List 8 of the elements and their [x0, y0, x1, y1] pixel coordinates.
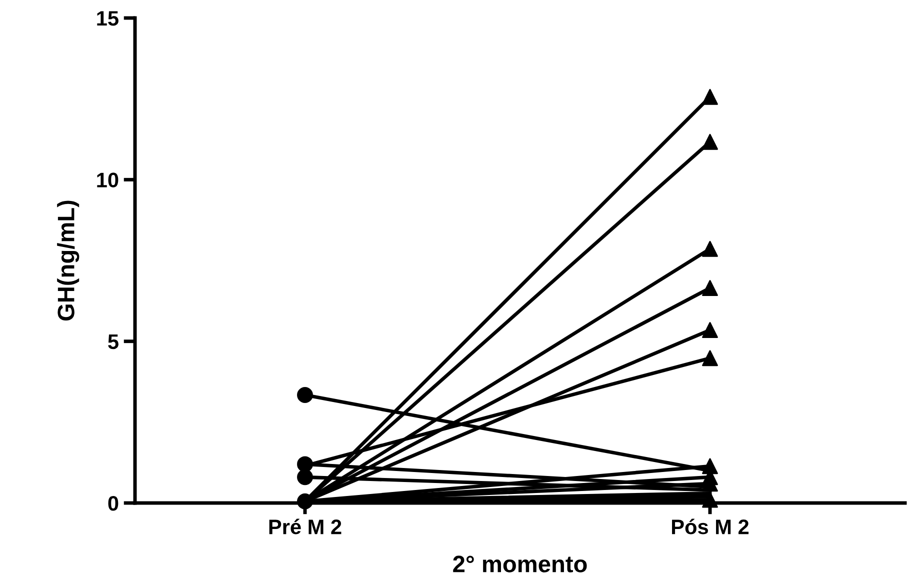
x-tick-label: Pós M 2	[672, 518, 749, 534]
y-axis-title: GH(ng/mL)	[57, 200, 80, 321]
x-tick-label: Pré M 2	[269, 518, 342, 534]
y-tick-label: 10	[97, 172, 118, 188]
y-tick-label: 15	[97, 11, 118, 26]
y-tick-label: 0	[108, 496, 118, 511]
x-axis-title: 2° momento	[453, 556, 587, 572]
y-tick-label: 5	[108, 334, 118, 350]
